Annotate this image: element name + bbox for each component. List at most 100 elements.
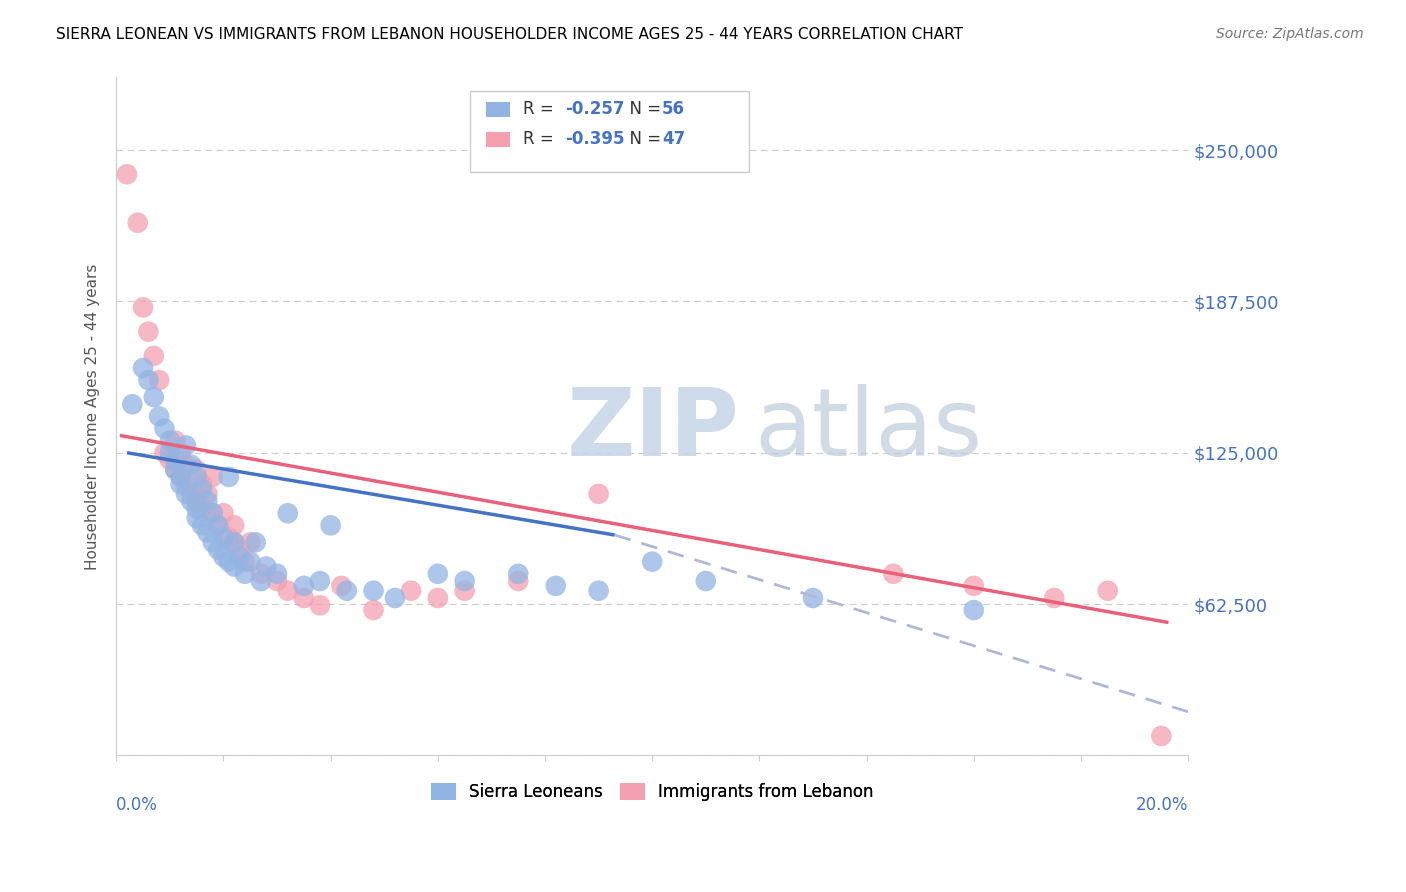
Point	[191, 482, 214, 496]
Point	[169, 477, 191, 491]
Text: atlas: atlas	[754, 384, 983, 476]
Point	[186, 494, 208, 508]
Point	[882, 566, 904, 581]
Point	[191, 501, 214, 516]
Point	[1150, 729, 1173, 743]
Y-axis label: Householder Income Ages 25 - 44 years: Householder Income Ages 25 - 44 years	[86, 263, 100, 570]
Point	[132, 301, 155, 315]
Point	[159, 434, 181, 448]
Point	[363, 603, 385, 617]
Point	[212, 506, 235, 520]
Text: N =: N =	[619, 130, 666, 148]
Point	[254, 559, 277, 574]
Point	[224, 535, 246, 549]
Point	[142, 390, 165, 404]
Point	[544, 579, 567, 593]
Point	[239, 535, 262, 549]
Point	[138, 373, 160, 387]
Point	[228, 542, 250, 557]
Point	[399, 583, 422, 598]
Point	[207, 518, 229, 533]
Point	[292, 591, 315, 605]
Point	[508, 574, 530, 588]
Point	[266, 574, 288, 588]
Point	[169, 446, 191, 460]
Point	[588, 487, 610, 501]
Point	[207, 518, 229, 533]
Point	[963, 603, 986, 617]
Point	[250, 566, 273, 581]
Text: Source: ZipAtlas.com: Source: ZipAtlas.com	[1216, 27, 1364, 41]
Point	[218, 555, 240, 569]
Point	[174, 438, 197, 452]
Point	[186, 463, 208, 477]
Point	[233, 566, 256, 581]
FancyBboxPatch shape	[470, 91, 748, 172]
Point	[174, 487, 197, 501]
Text: 20.0%: 20.0%	[1136, 796, 1188, 814]
Point	[384, 591, 406, 605]
Point	[121, 397, 143, 411]
Point	[186, 511, 208, 525]
Point	[239, 555, 262, 569]
Point	[1043, 591, 1066, 605]
Point	[277, 583, 299, 598]
Point	[266, 566, 288, 581]
Text: 56: 56	[662, 100, 685, 119]
Point	[165, 453, 187, 467]
Point	[588, 583, 610, 598]
Point	[195, 525, 218, 540]
Point	[186, 470, 208, 484]
Point	[195, 487, 218, 501]
Point	[233, 555, 256, 569]
Point	[148, 373, 170, 387]
Point	[201, 506, 224, 520]
Point	[319, 518, 342, 533]
Point	[224, 559, 246, 574]
Point	[309, 574, 332, 588]
Point	[508, 566, 530, 581]
Point	[169, 470, 191, 484]
Point	[186, 501, 208, 516]
Point	[201, 535, 224, 549]
Text: R =: R =	[523, 130, 558, 148]
Point	[201, 470, 224, 484]
FancyBboxPatch shape	[486, 132, 509, 146]
Point	[363, 583, 385, 598]
Point	[212, 549, 235, 564]
Point	[1097, 583, 1119, 598]
Point	[159, 453, 181, 467]
Point	[336, 583, 359, 598]
Text: ZIP: ZIP	[567, 384, 740, 476]
Point	[218, 531, 240, 545]
Point	[426, 566, 449, 581]
Point	[224, 535, 246, 549]
Legend: Sierra Leoneans, Immigrants from Lebanon: Sierra Leoneans, Immigrants from Lebanon	[425, 777, 880, 808]
Point	[159, 446, 181, 460]
Point	[277, 506, 299, 520]
Point	[309, 599, 332, 613]
Point	[245, 535, 267, 549]
Point	[142, 349, 165, 363]
Point	[191, 518, 214, 533]
Point	[228, 549, 250, 564]
Point	[180, 458, 202, 472]
Point	[153, 421, 176, 435]
Point	[132, 361, 155, 376]
Point	[174, 458, 197, 472]
Point	[174, 477, 197, 491]
Point	[165, 434, 187, 448]
Point	[250, 574, 273, 588]
Text: SIERRA LEONEAN VS IMMIGRANTS FROM LEBANON HOUSEHOLDER INCOME AGES 25 - 44 YEARS : SIERRA LEONEAN VS IMMIGRANTS FROM LEBANO…	[56, 27, 963, 42]
Point	[207, 542, 229, 557]
Point	[453, 583, 475, 598]
Point	[165, 463, 187, 477]
Point	[201, 506, 224, 520]
Text: 47: 47	[662, 130, 685, 148]
FancyBboxPatch shape	[486, 102, 509, 117]
Point	[801, 591, 824, 605]
Point	[212, 531, 235, 545]
Text: 0.0%: 0.0%	[117, 796, 157, 814]
Point	[153, 446, 176, 460]
Text: -0.395: -0.395	[565, 130, 624, 148]
